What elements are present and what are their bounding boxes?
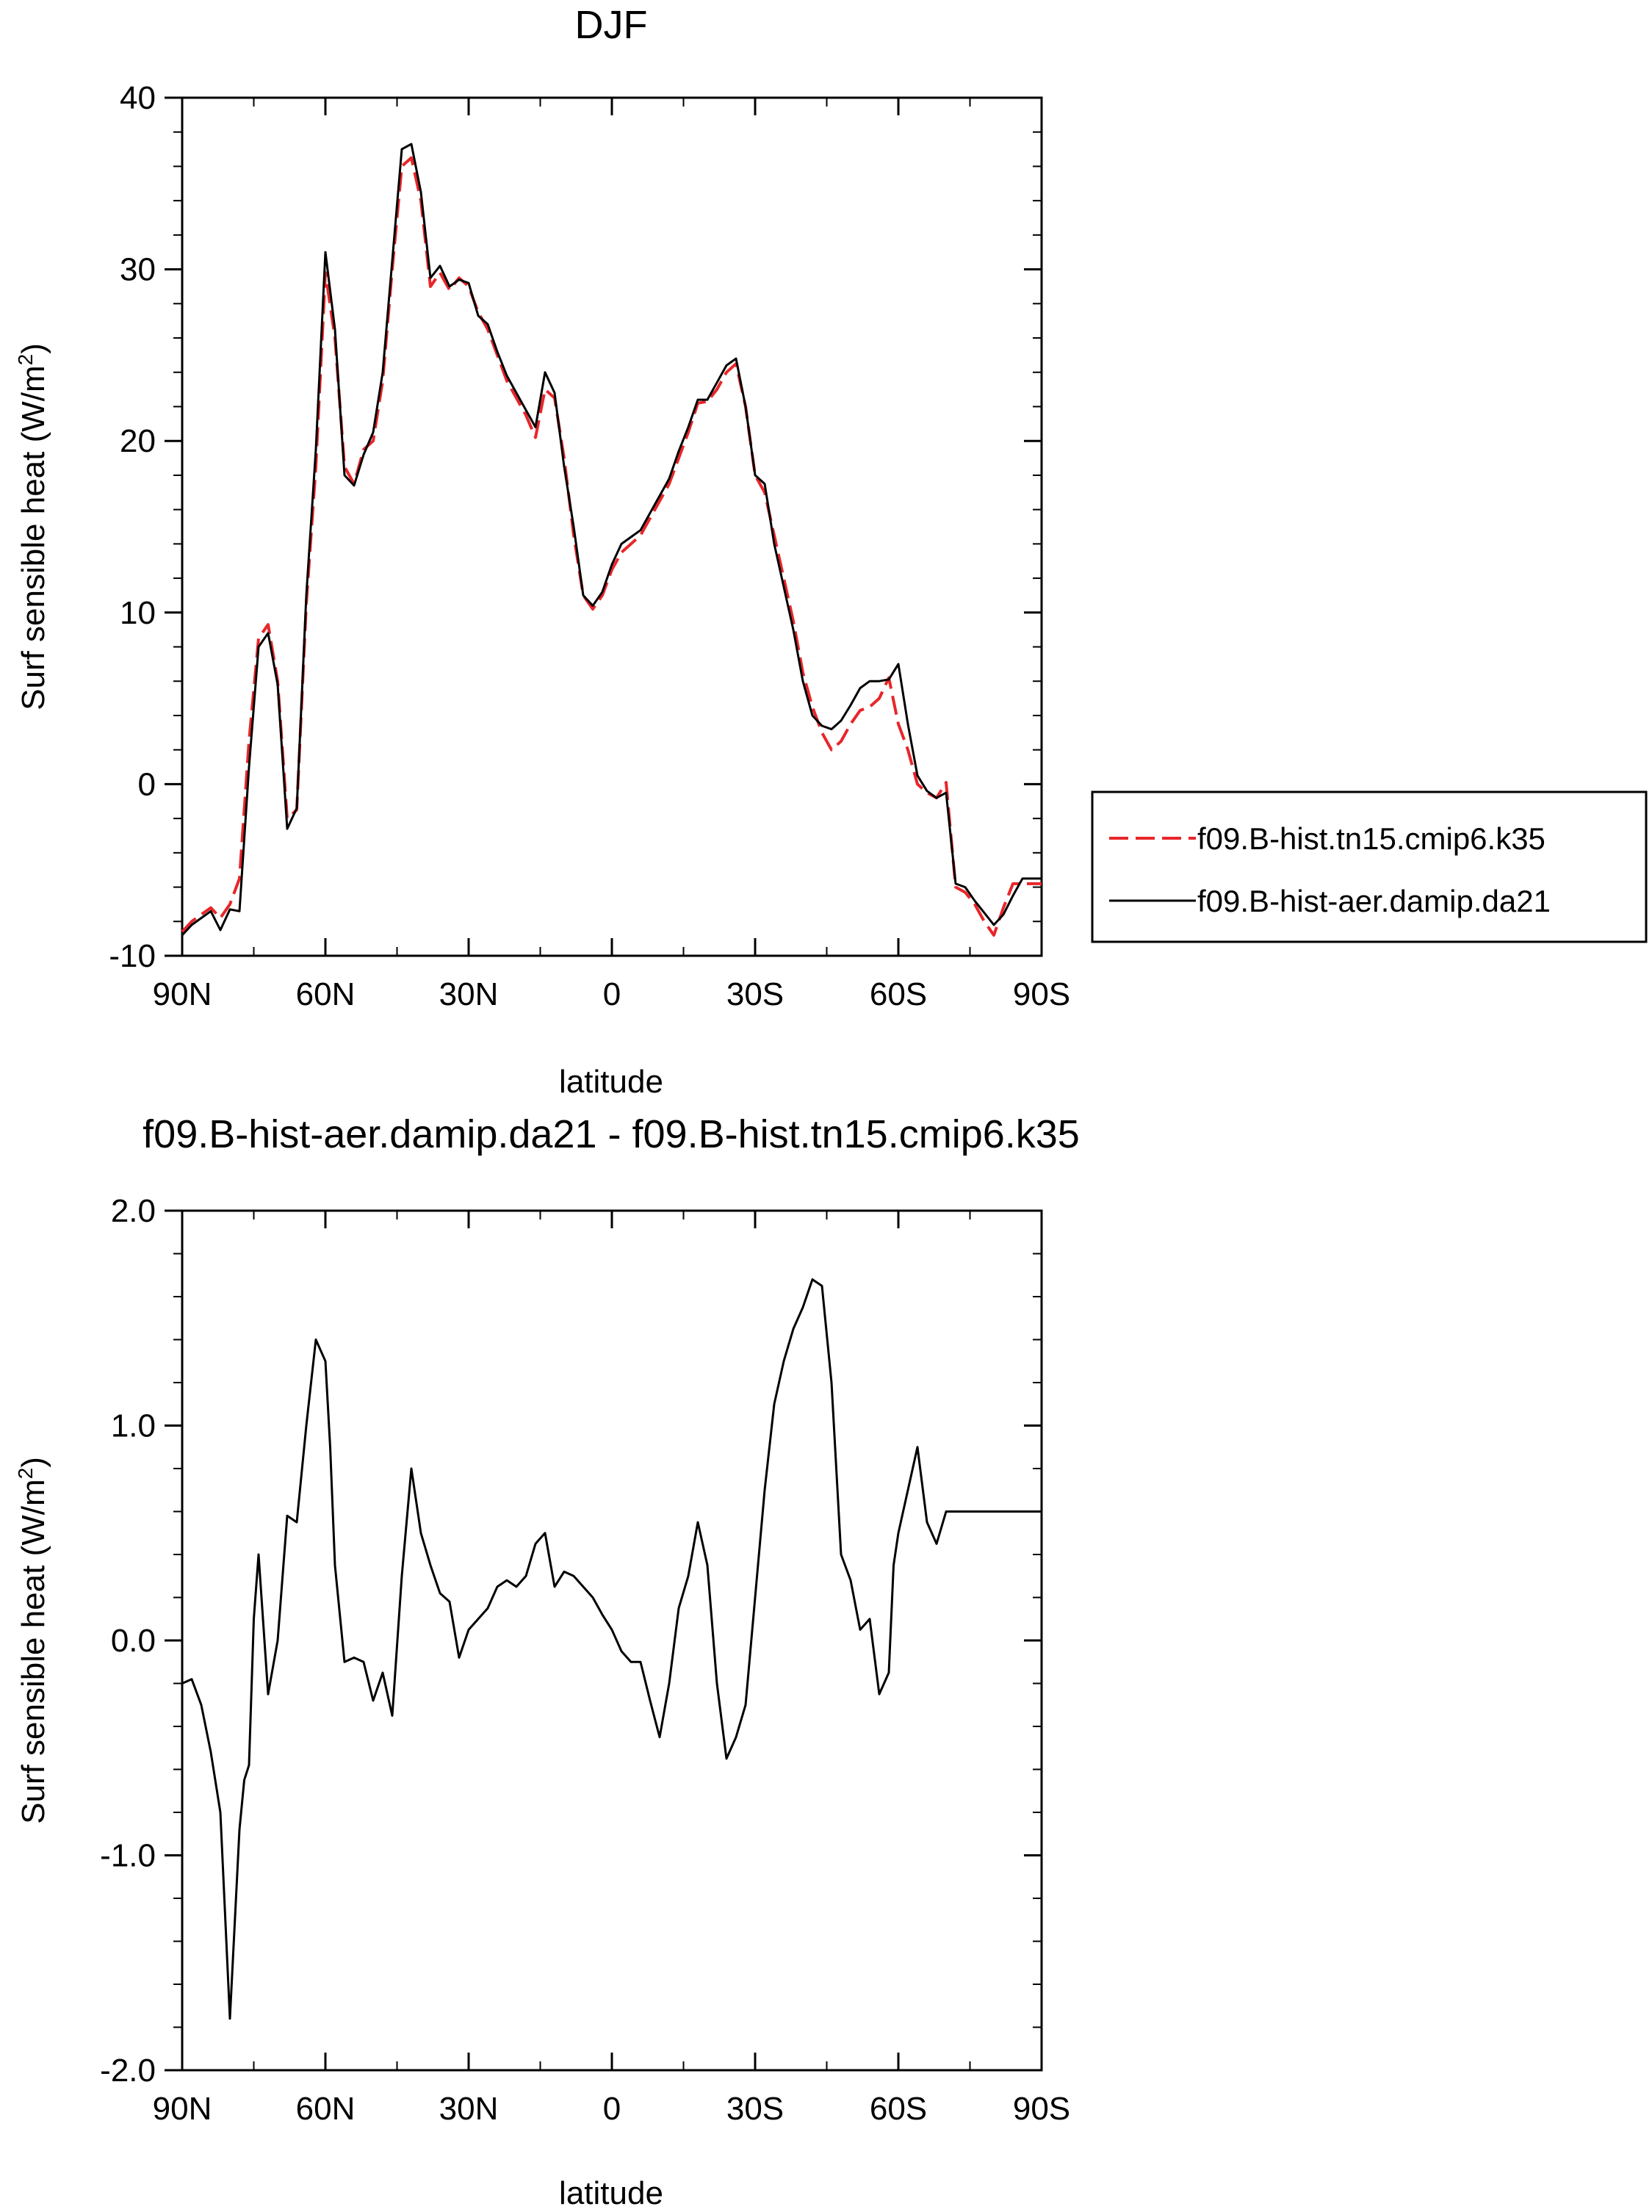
top-y-tick-label: 20 [120,423,156,459]
bottom-y-tick-label: 1.0 [111,1408,156,1444]
legend-label-tn15: f09.B-hist.tn15.cmip6.k35 [1197,821,1545,856]
legend-item-tn15: f09.B-hist.tn15.cmip6.k35 [1109,821,1545,856]
top-ticks: 90N 60N 30N 0 30S 60S 90S -10 0 10 20 30 40 [109,80,1070,1012]
bottom-y-tick-label: 0.0 [111,1623,156,1659]
bottom-x-tick-label: 90N [153,2091,212,2127]
top-y-tick-label: 0 [138,766,156,802]
top-x-tick-label: 60N [296,976,356,1012]
bottom-x-tick-label: 60S [870,2091,927,2127]
bottom-x-tick-label: 0 [603,2091,621,2127]
bottom-series-line-difference [181,1278,1042,2020]
bottom-plot-area: 90N 60N 30N 0 30S 60S 90S -2.0 -1.0 0.0 1.0 2.0 [100,1193,1070,2127]
bottom-chart-title: f09.B-hist-aer.damip.da21 - f09.B-hist.t… [143,1112,1080,1156]
top-chart-title: DJF [575,3,648,47]
top-series-layer [181,143,1042,937]
top-x-tick-label: 30N [439,976,499,1012]
bottom-x-tick-label: 30S [726,2091,784,2127]
top-y-tick-label: 10 [120,595,156,631]
bottom-y-tick-label: -2.0 [100,2053,156,2089]
top-plot-area: 90N 60N 30N 0 30S 60S 90S -10 0 10 20 30 40 [109,80,1070,1012]
top-panel: DJF 90N 60N 30N 0 30S 60S 90S -10 0 10 20 30 40 Surf… [14,3,1648,1100]
top-x-axis-label: latitude [559,1064,663,1100]
legend-label-aer: f09.B-hist-aer.damip.da21 [1197,884,1551,918]
top-x-tick-label: 90N [153,976,212,1012]
top-series-line-f09-b-hist-aer-damip-da21 [181,143,1042,937]
legend-item-aer: f09.B-hist-aer.damip.da21 [1109,884,1551,918]
bottom-x-tick-label: 60N [296,2091,356,2127]
top-y-tick-label: 40 [120,80,156,116]
bottom-x-axis-label: latitude [559,2175,663,2211]
top-y-tick-label: -10 [109,938,156,974]
bottom-y-axis-label: Surf sensible heat (W/m2) [14,1457,51,1824]
bottom-x-tick-label: 90S [1013,2091,1070,2127]
top-x-tick-label: 30S [726,976,784,1012]
bottom-x-tick-label: 30N [439,2091,499,2127]
bottom-ticks: 90N 60N 30N 0 30S 60S 90S -2.0 -1.0 0.0 1.0 2.0 [100,1193,1070,2127]
bottom-series-layer [181,1278,1042,2020]
top-legend: f09.B-hist.tn15.cmip6.k35 f09.B-hist-aer… [1091,790,1648,943]
bottom-panel: f09.B-hist-aer.damip.da21 - f09.B-hist.t… [14,1112,1080,2211]
top-y-tick-label: 30 [120,252,156,288]
top-y-axis-label: Surf sensible heat (W/m2) [14,343,51,710]
legend-box [1091,790,1648,943]
bottom-y-tick-label: -1.0 [100,1838,156,1874]
bottom-y-tick-label: 2.0 [111,1193,156,1229]
top-series-line-f09-b-hist-tn15-cmip6-k35 [181,156,1042,937]
top-x-tick-label: 0 [603,976,621,1012]
top-x-tick-label: 60S [870,976,927,1012]
top-x-tick-label: 90S [1013,976,1070,1012]
bottom-plot-frame [181,1209,1043,2072]
